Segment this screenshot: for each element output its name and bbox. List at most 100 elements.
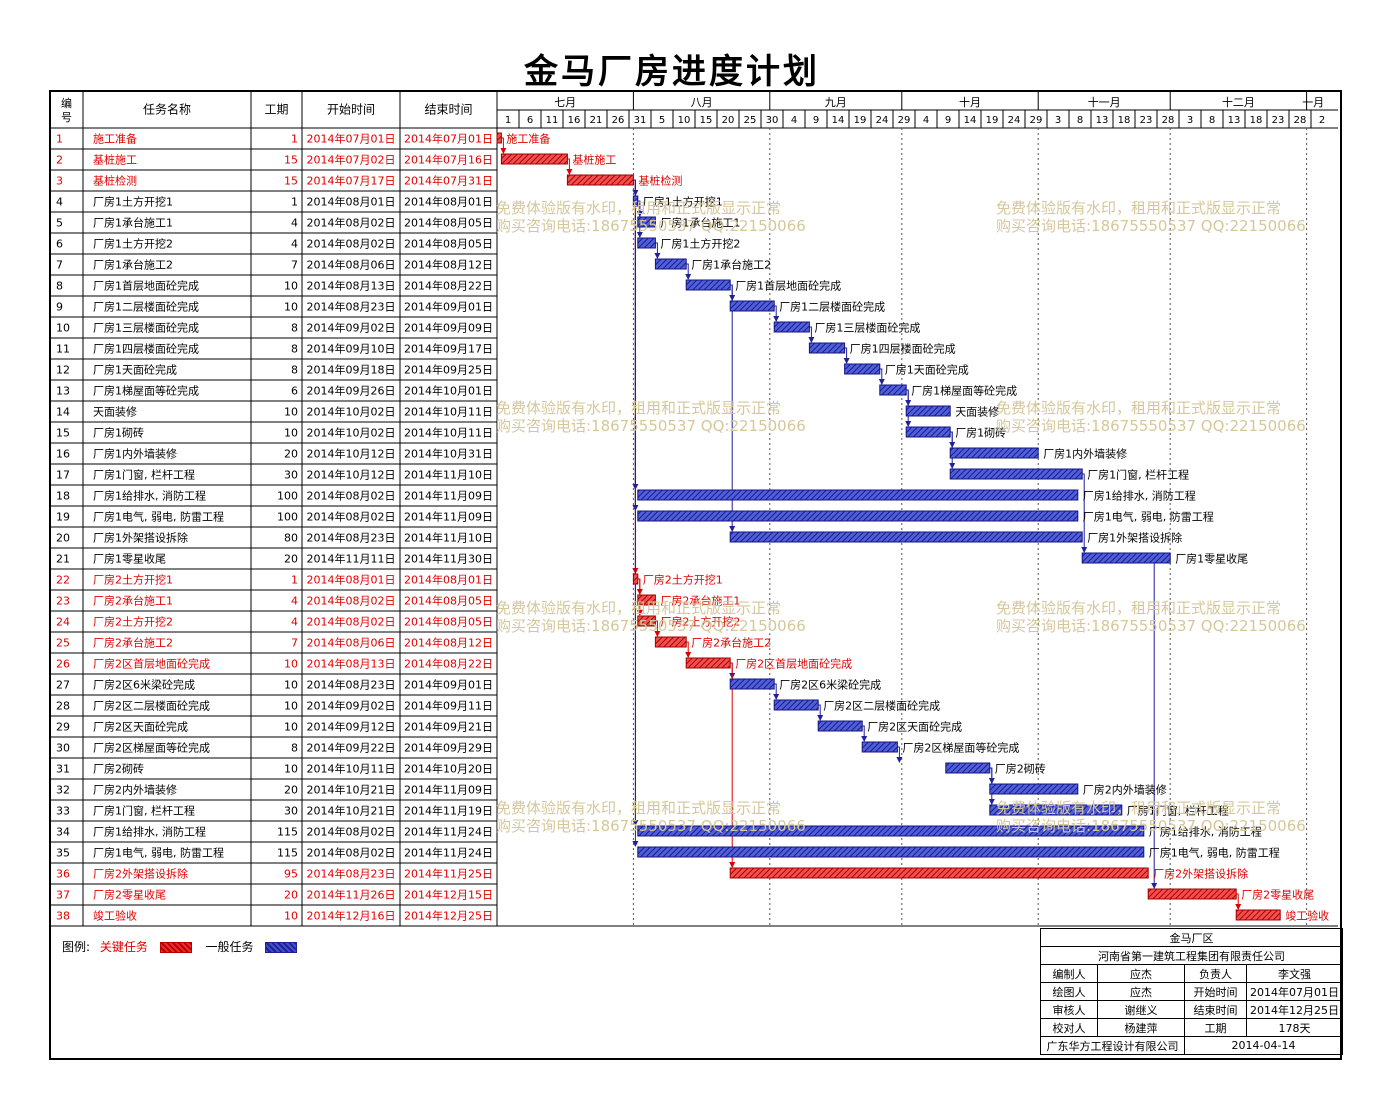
task-bar [1081,552,1171,564]
tb-start-label: 开始时间 [1184,982,1247,1001]
task-no: 19 [56,511,70,524]
task-no: 30 [56,742,70,755]
task-bar [637,489,1079,501]
task-duration: 8 [291,364,298,377]
header-task-name: 任务名称 [143,102,191,117]
task-end: 2014年12月15日 [404,888,493,902]
task-bar-label: 厂房2区首层地面砼完成 [735,657,852,671]
task-bar [773,699,819,711]
task-bar [949,447,1039,459]
tb-designer: 广东华方工程设计有限公司 [1040,1036,1185,1055]
task-bar-label: 天面装修 [955,405,999,419]
tb-duration: 178天 [1245,1018,1344,1037]
task-start: 2014年09月12日 [307,720,396,734]
title-block: 金马厂区 河南省第一建筑工程集团有限责任公司 编制人 应杰 负责人 李文强 绘图人 应杰… [1039,928,1344,1055]
task-name: 厂房2承台施工1 [93,594,173,608]
task-bar [496,132,502,144]
task-bar [1235,909,1281,921]
day-tick-label: 18 [1250,115,1263,126]
task-end: 2014年08月22日 [404,279,493,293]
task-no: 28 [56,700,70,713]
task-bar [729,678,775,690]
task-bar [654,636,687,648]
dependency-arrow [500,137,507,154]
day-tick-label: 23 [1272,115,1285,126]
task-no: 5 [56,217,63,230]
task-start: 2014年08月02日 [307,594,396,608]
task-start: 2014年08月02日 [307,489,396,503]
task-bar [637,510,1079,522]
task-name: 厂房1电气, 弱电, 防雷工程 [93,510,224,524]
task-no: 33 [56,805,70,818]
month-label: 十二月 [1222,95,1255,109]
task-bar-label: 厂房2区天面砼完成 [867,720,962,734]
day-tick-label: 4 [791,115,797,126]
day-tick-label: 1 [505,115,511,126]
day-tick-label: 3 [1187,115,1193,126]
task-no: 36 [56,868,70,881]
task-bar-label: 厂房1零星收尾 [1175,552,1248,566]
day-tick-label: 11 [546,115,559,126]
task-bar-label: 厂房1电气, 弱电, 防雷工程 [1083,510,1214,524]
task-no: 21 [56,553,70,566]
dependency-arrow [817,704,824,721]
tb-checker: 杨建萍 [1097,1018,1185,1037]
task-name: 厂房1给排水, 消防工程 [93,825,206,839]
task-start: 2014年08月01日 [307,573,396,587]
task-bar [773,321,810,333]
task-start: 2014年07月02日 [307,153,396,167]
task-duration: 80 [284,532,298,545]
task-name: 厂房2外架搭设拆除 [93,867,188,881]
task-end: 2014年08月01日 [404,573,493,587]
task-start: 2014年09月10日 [307,342,396,356]
task-bar [637,615,656,627]
task-start: 2014年09月18日 [307,363,396,377]
task-start: 2014年10月12日 [307,468,396,482]
task-bar-label: 厂房2零星收尾 [1241,888,1314,902]
task-no: 11 [56,343,70,356]
task-bar-label: 厂房1砌砖 [955,426,1006,440]
day-tick-label: 24 [1008,115,1021,126]
task-start: 2014年08月02日 [307,237,396,251]
task-end: 2014年10月31日 [404,447,493,461]
task-end: 2014年11月10日 [404,531,493,545]
task-bar [905,426,951,438]
task-end: 2014年08月12日 [404,258,493,272]
task-bar-label: 厂房2区二层楼面砼完成 [823,699,940,713]
legend-normal-label: 一般任务 [205,940,254,954]
task-bar [817,720,863,732]
month-label: 八月 [691,96,713,109]
task-bar-label: 厂房2区梯屋面等砼完成 [902,741,1019,755]
task-start: 2014年08月02日 [307,510,396,524]
dependency-arrow [1081,473,1088,553]
task-bar [945,762,991,774]
task-duration: 4 [291,616,298,629]
day-tick-label: 16 [568,115,581,126]
tb-compiler: 应杰 [1097,964,1185,983]
task-start: 2014年10月12日 [307,447,396,461]
header-end: 结束时间 [424,103,472,117]
task-end: 2014年11月24日 [404,825,493,839]
page-title: 金马厂房进度计划 [524,52,820,92]
task-bar-label: 厂房2承台施工1 [660,594,740,608]
task-bar [808,342,846,354]
task-end: 2014年07月16日 [404,153,493,167]
dependency-arrow [808,326,815,343]
legend-critical-label: 关键任务 [99,940,148,954]
tb-end: 2014年12月25日 [1245,1000,1344,1019]
task-start: 2014年08月02日 [307,846,396,860]
task-duration: 4 [291,217,298,230]
tb-reviewer-label: 审核人 [1040,1000,1098,1019]
task-bar-label: 厂房1三层楼面砼完成 [814,321,920,335]
task-duration: 100 [277,490,298,503]
task-duration: 20 [284,553,298,566]
task-end: 2014年08月05日 [404,216,493,230]
day-tick-label: 28 [1162,115,1175,126]
task-no: 29 [56,721,70,734]
task-name: 厂房1二层楼面砼完成 [93,300,199,314]
task-duration: 10 [284,427,298,440]
task-end: 2014年11月09日 [404,510,493,524]
task-bar [566,174,634,186]
task-duration: 10 [284,721,298,734]
task-name: 天面装修 [93,405,137,419]
